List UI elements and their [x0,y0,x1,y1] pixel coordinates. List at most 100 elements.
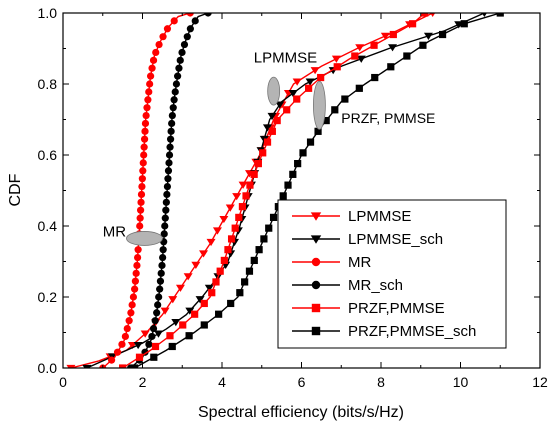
data-point-mr [129,293,138,301]
data-point-mr [141,119,150,128]
data-point-lpmmse [183,273,193,281]
data-point-mr-sch [204,13,212,17]
data-point-lpmmse-sch [185,307,195,315]
data-point-mr [136,222,144,230]
data-point-lpmmse-sch [275,101,285,109]
data-point-lpmmse-sch [388,44,398,52]
data-point-lpmmse [175,284,185,292]
data-point-przf-pmmse [191,310,199,318]
legend-swatch-marker [311,257,321,267]
data-point-mr [137,190,146,199]
data-point-przf-pmmse [259,149,267,157]
data-point-przf-pmmse-sch [387,63,395,71]
data-point-przf-pmmse [254,160,262,168]
data-point-mr-sch [153,309,161,317]
data-point-przf-pmmse [216,267,224,275]
data-point-przf-pmmse [224,246,232,254]
data-point-przf-pmmse [238,203,247,211]
data-point-przf-pmmse-sch [306,138,315,146]
data-point-mr-sch [169,104,177,112]
x-tick-label: 2 [139,374,147,390]
data-point-mr [140,143,148,151]
data-point-mr-sch [163,190,171,199]
data-point-przf-pmmse-sch [269,213,278,221]
data-point-przf-pmmse-sch [245,267,254,275]
data-point-przf-pmmse-sch [289,170,297,178]
data-point-mr [170,17,178,25]
data-point-mr-sch [145,340,153,348]
data-point-mr [137,206,145,214]
data-point-przf-pmmse [212,278,220,286]
data-point-przf-pmmse-sch [255,246,263,254]
data-point-mr [149,56,158,64]
data-point-mr [139,159,147,167]
legend-label: MR [348,254,371,271]
legend-swatch-marker [311,326,321,336]
y-tick-label: 0.0 [38,360,58,376]
data-point-lpmmse [331,55,341,63]
data-point-mr-sch [157,269,165,277]
series-layer [66,13,504,368]
data-point-lpmmse-sch [204,284,214,292]
data-point-mr [128,301,136,309]
x-tick-label: 12 [532,374,548,390]
data-point-przf-pmmse [409,20,417,28]
data-point-mr-sch [186,25,194,33]
y-tick-label: 0.6 [38,147,58,163]
data-point-mr [146,72,155,80]
data-point-przf-pmmse [351,52,359,60]
data-point-mr-sch [172,80,181,88]
data-point-mr-sch [180,40,189,49]
data-point-mr [138,182,146,191]
data-point-mr [142,111,150,120]
data-point-lpmmse-sch [153,330,163,338]
data-point-mr [133,261,141,270]
data-point-mr-sch [159,253,167,262]
data-point-przf-pmmse [231,224,239,232]
series-mr-sch [126,13,212,368]
data-point-mr [107,356,116,364]
data-point-przf-pmmse-sch [227,299,235,308]
data-point-przf-pmmse-sch [279,192,287,200]
data-point-mr [127,309,135,317]
data-point-mr [138,175,146,183]
data-point-mr-sch [158,261,166,270]
data-point-mr [131,277,140,285]
data-point-mr [159,33,167,41]
data-point-mr [118,340,126,348]
data-point-mr-sch [175,64,183,72]
x-tick-label: 10 [453,374,469,390]
data-point-przf-pmmse-sch [260,235,268,243]
data-point-mr-sch [174,72,182,80]
data-point-mr-sch [183,33,191,41]
data-point-przf-pmmse [235,213,243,221]
data-point-przf-pmmse [246,181,254,189]
data-point-mr [140,135,149,143]
data-point-lpmmse [66,364,76,368]
data-point-przf-pmmse-sch [294,160,302,168]
data-point-przf-pmmse [263,138,272,146]
data-point-mr-sch [151,317,159,325]
data-point-przf-pmmse-sch [460,20,468,28]
data-point-mr [133,253,142,262]
data-point-lpmmse [310,67,320,75]
data-point-przf-pmmse [389,30,397,39]
data-point-przf-pmmse [208,289,216,297]
data-point-lpmmse-sch [288,90,298,98]
data-point-mr-sch [165,151,174,159]
data-point-mr [146,80,154,88]
legend: LPMMSE LPMMSE_sch MR MR_sch PRZF,PMMSE PRZF,P… [277,199,507,349]
data-point-przf-pmmse [242,192,250,200]
data-point-przf-pmmse-sch [236,289,244,297]
data-point-mr [143,104,151,112]
data-point-mr-sch [165,159,173,167]
data-point-mr-sch [191,17,199,25]
data-point-mr-sch [161,214,169,222]
series-przf-pmmse-sch [130,13,504,368]
y-tick-label: 0.2 [38,289,58,305]
data-point-lpmmse-sch [133,341,143,350]
data-point-przf-pmmse-sch [185,332,193,340]
data-point-przf-pmmse [283,106,291,114]
y-axis-label: CDF [7,173,24,206]
data-point-przf-pmmse [305,84,313,92]
